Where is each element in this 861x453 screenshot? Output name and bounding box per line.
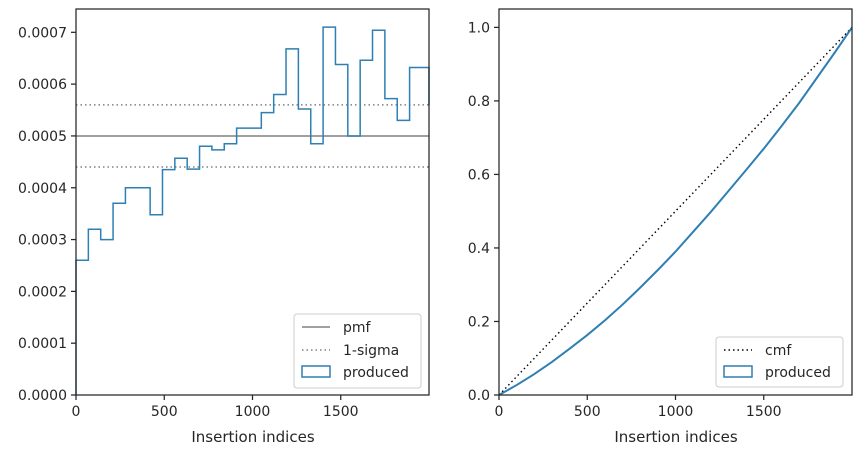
- right-y-tick-label: 0.0: [468, 388, 490, 404]
- legend-produced-label: produced: [343, 365, 409, 381]
- left-y-tick-label: 0.0000: [18, 388, 67, 404]
- histogram-step-produced: [75, 26, 430, 395]
- left-y-tick-label: 0.0006: [18, 77, 67, 93]
- left-x-tick-label: 1500: [323, 404, 359, 420]
- legend-produced-swatch: [723, 365, 753, 378]
- legend-cmf-label: cmf: [765, 343, 792, 359]
- right-legend: cmf produced: [715, 336, 844, 388]
- left-chart: 0 500 1000 1500 0.0000 0.0001 0.0002 0.0003 0.00…: [18, 8, 430, 446]
- left-y-tick-label: 0.0004: [18, 181, 67, 197]
- left-x-tick-label: 0: [72, 404, 81, 420]
- left-plot-area: [75, 26, 430, 395]
- left-axes: 0 500 1000 1500 0.0000 0.0001 0.0002 0.0003 0.00…: [18, 8, 430, 420]
- right-axes: 0 500 1000 1500 0.0 0.2 0.4 0.6 0.8 1.0: [468, 8, 853, 420]
- right-x-tick-label: 1000: [658, 404, 694, 420]
- right-y-tick-label: 0.4: [468, 241, 490, 257]
- right-x-axis-label: Insertion indices: [614, 428, 737, 446]
- legend-1-sigma-label: 1-sigma: [343, 343, 399, 359]
- left-legend-box: [293, 313, 422, 389]
- right-y-tick-label: 0.6: [468, 167, 490, 183]
- right-x-tick-label: 0: [495, 404, 504, 420]
- cumulative-line-produced: [498, 26, 853, 396]
- right-x-tick-label: 500: [574, 404, 601, 420]
- right-x-tick-label: 1500: [746, 404, 782, 420]
- left-legend: pmf 1-sigma produced: [293, 313, 422, 389]
- left-y-tick-label: 0.0002: [18, 284, 67, 300]
- left-x-tick-label: 500: [151, 404, 178, 420]
- left-x-axis-label: Insertion indices: [191, 428, 314, 446]
- legend-pmf-label: pmf: [343, 320, 372, 336]
- right-y-tick-label: 1.0: [468, 20, 490, 36]
- left-y-tick-label: 0.0007: [18, 25, 67, 41]
- right-plot-area: [498, 26, 853, 396]
- right-y-tick-label: 0.2: [468, 314, 490, 330]
- left-y-tick-label: 0.0005: [18, 129, 67, 145]
- left-y-tick-label: 0.0003: [18, 233, 67, 249]
- left-x-tick-label: 1000: [235, 404, 271, 420]
- legend-produced-label: produced: [765, 365, 831, 381]
- right-chart: 0 500 1000 1500 0.0 0.2 0.4 0.6 0.8 1.0 Insertion…: [468, 8, 853, 446]
- legend-produced-swatch: [301, 365, 331, 378]
- left-y-tick-label: 0.0001: [18, 336, 67, 352]
- right-y-tick-label: 0.8: [468, 94, 490, 110]
